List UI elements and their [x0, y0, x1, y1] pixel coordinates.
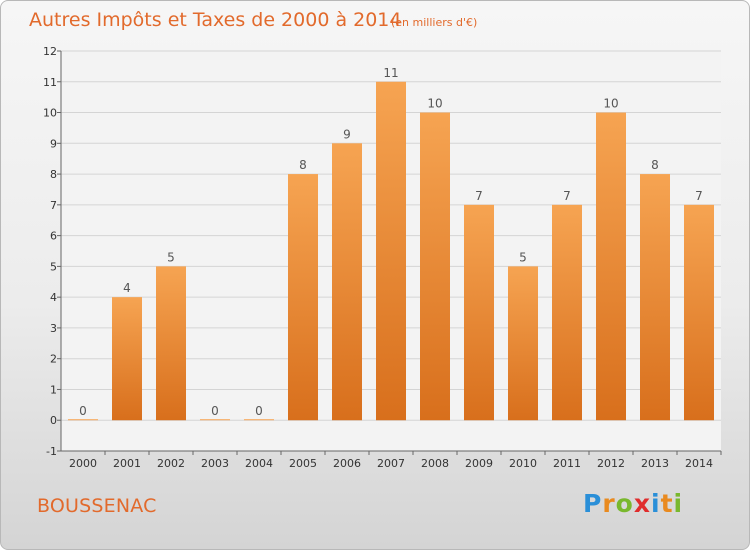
bar-2002 [156, 266, 186, 421]
x-tick-label: 2005 [289, 457, 317, 470]
y-tick-label: 12 [43, 45, 57, 58]
x-tick-label: 2001 [113, 457, 141, 470]
x-tick-label: 2012 [597, 457, 625, 470]
x-tick-label: 2002 [157, 457, 185, 470]
bars-group [68, 81, 714, 421]
bar-2010 [508, 266, 538, 421]
bar-2009 [464, 204, 494, 421]
bar-2000 [68, 419, 98, 421]
x-tick-label: 2007 [377, 457, 405, 470]
value-labels-group: 0 4 5 0 0 8 9 11 10 7 5 7 10 8 7 [79, 66, 703, 418]
value-label: 5 [519, 250, 527, 264]
bar-2004 [244, 419, 274, 421]
bar-2001 [112, 297, 142, 421]
y-tick-label: -1 [46, 445, 57, 458]
bar-2007 [376, 81, 406, 421]
value-label: 8 [651, 158, 659, 172]
value-label: 8 [299, 158, 307, 172]
logo-letter: i [651, 489, 661, 518]
y-tick-label: 3 [50, 322, 57, 335]
value-label: 4 [123, 281, 131, 295]
logo-letter: o [615, 489, 634, 518]
y-tick-label: 6 [50, 230, 57, 243]
axes [60, 51, 721, 452]
value-label: 11 [383, 66, 398, 80]
bar-2011 [552, 204, 582, 421]
bar-2014 [684, 204, 714, 421]
x-tick-label: 2004 [245, 457, 273, 470]
x-tick-label: 2000 [69, 457, 97, 470]
x-tick-label: 2006 [333, 457, 361, 470]
chart-unit-note: (en milliers d'€) [391, 16, 477, 29]
value-label: 7 [475, 189, 483, 203]
y-tick-label: 9 [50, 137, 57, 150]
bar-2005 [288, 174, 318, 421]
logo-letter: P [583, 489, 603, 518]
x-tick-label: 2008 [421, 457, 449, 470]
value-label: 10 [603, 97, 618, 111]
x-tick-label: 2010 [509, 457, 537, 470]
y-tick-label: 7 [50, 199, 57, 212]
y-tick-label: 8 [50, 168, 57, 181]
value-label: 10 [427, 97, 442, 111]
commune-name: BOUSSENAC [37, 495, 157, 517]
bar-2008 [420, 112, 450, 421]
x-axis-ticks: 2000 2001 2002 2003 2004 2005 2006 2007 2008 2009… [69, 451, 722, 470]
value-label: 0 [79, 404, 87, 418]
bar-2003 [200, 419, 230, 421]
x-tick-label: 2014 [685, 457, 713, 470]
value-label: 0 [255, 404, 263, 418]
bar-2012 [596, 112, 626, 421]
x-tick-label: 2003 [201, 457, 229, 470]
y-tick-label: 4 [50, 291, 57, 304]
y-tick-label: 1 [50, 383, 57, 396]
value-label: 7 [563, 189, 571, 203]
x-tick-label: 2013 [641, 457, 669, 470]
logo-letter: x [633, 489, 651, 518]
value-label: 9 [343, 127, 351, 141]
logo-letter: i [673, 489, 684, 518]
logo-letter: t [660, 489, 674, 518]
y-tick-label: 5 [50, 260, 57, 273]
value-label: 0 [211, 404, 219, 418]
x-tick-label: 2009 [465, 457, 493, 470]
chart-title: Autres Impôts et Taxes de 2000 à 2014 [29, 9, 402, 31]
logo-letter: r [602, 489, 616, 518]
value-label: 7 [695, 189, 703, 203]
bar-2013 [640, 174, 670, 421]
y-tick-label: 0 [50, 414, 57, 427]
bar-2006 [332, 143, 362, 421]
y-tick-label: 2 [50, 353, 57, 366]
proxiti-logo: Proxiti [583, 489, 683, 518]
value-label: 5 [167, 250, 175, 264]
y-tick-label: 10 [43, 107, 57, 120]
x-tick-label: 2011 [553, 457, 581, 470]
y-tick-label: 11 [43, 76, 57, 89]
